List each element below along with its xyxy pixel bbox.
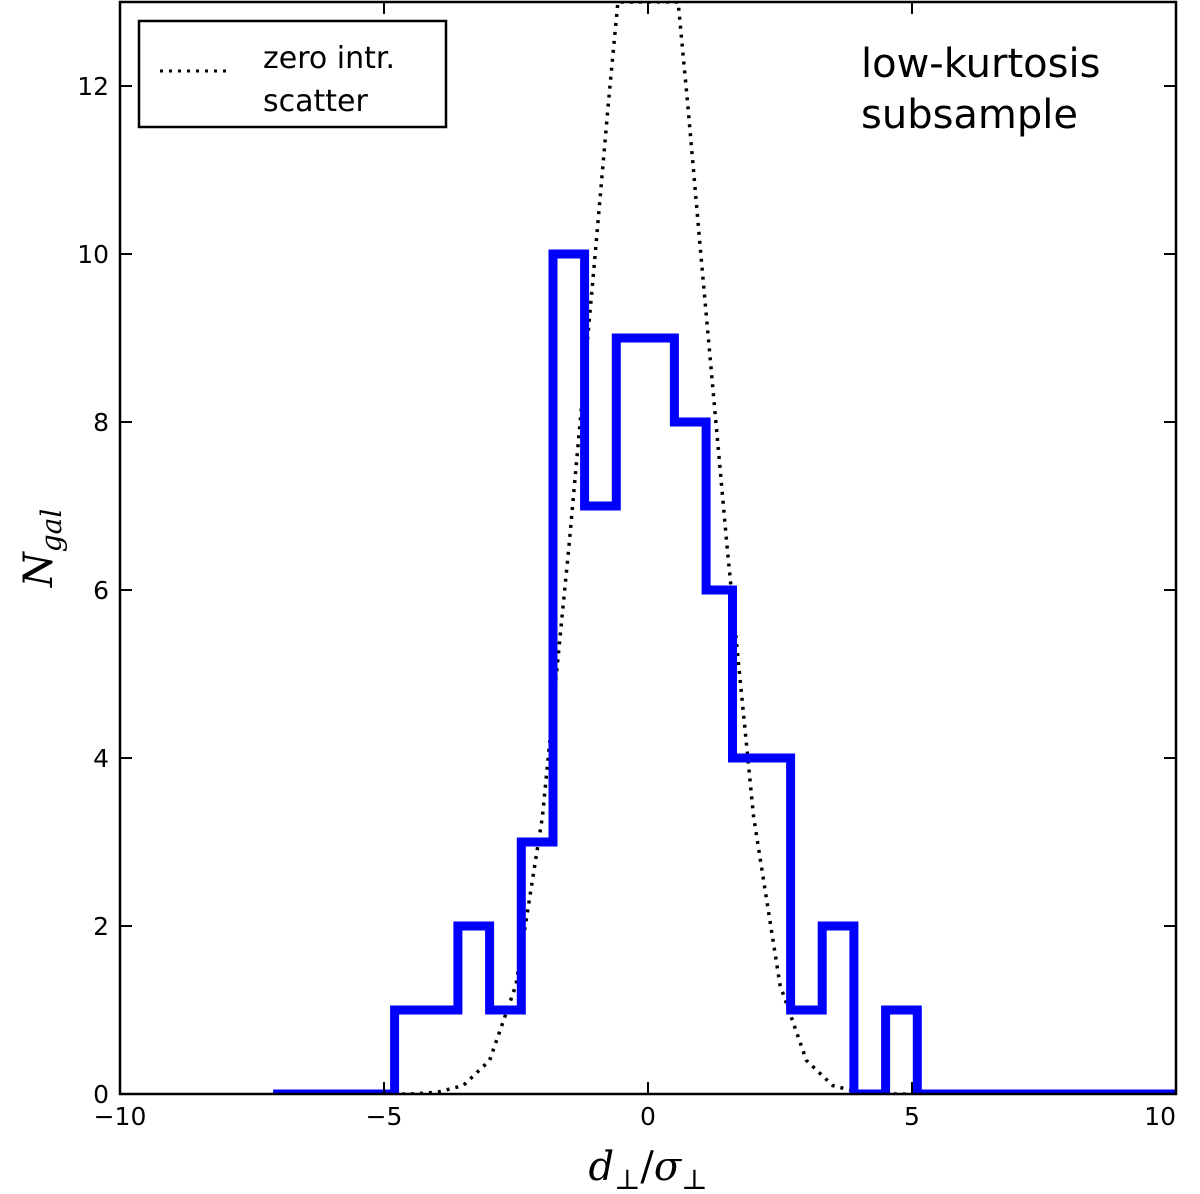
- legend-box: [137, 19, 448, 129]
- x-axis-label-slash: /: [640, 1144, 654, 1190]
- x-tick-label: −10: [94, 1102, 147, 1131]
- y-tick-label: 0: [93, 1080, 109, 1109]
- x-tick-label: −5: [366, 1102, 403, 1131]
- x-tick-label: 10: [1144, 1102, 1176, 1131]
- y-tick-label: 4: [93, 744, 109, 773]
- histogram-step-line-0: [273, 249, 1176, 1094]
- plot-frame: [118, 0, 1178, 1096]
- axes-layer: −10 −5 0 5 10 0 2 4 6 8 10 12: [77, 0, 1178, 1131]
- x-tick-label: 0: [640, 1102, 656, 1131]
- x-axis-label-d: d: [588, 1144, 614, 1190]
- legend-label-line-2: scatter: [263, 84, 368, 119]
- y-axis-label: Ngal: [16, 509, 68, 589]
- y-tick-label: 2: [93, 912, 109, 941]
- annotation-line-1: low-kurtosis: [861, 41, 1100, 87]
- legend-label-line-1: zero intr.: [263, 41, 395, 76]
- y-tick-label: 12: [77, 72, 109, 101]
- x-tick-label: 5: [904, 1102, 920, 1131]
- y-tick-label: 10: [77, 240, 109, 269]
- x-axis-label-sigma: σ: [654, 1144, 683, 1190]
- x-axis-label: d⊥/σ⊥: [588, 1144, 707, 1194]
- legend: zero intr. scatter: [137, 19, 448, 129]
- y-tick-label: 8: [93, 408, 109, 437]
- y-axis-label-gal: gal: [35, 509, 68, 553]
- y-axis-label-n: N: [16, 550, 62, 588]
- annotation-line-2: subsample: [861, 92, 1078, 138]
- y-tick-label: 6: [93, 576, 109, 605]
- x-axis-label-perp-2: ⊥: [681, 1163, 707, 1194]
- zero-scatter-curve: [384, 2, 912, 1094]
- subsample-annotation: low-kurtosis subsample: [861, 41, 1100, 138]
- plot-data-layer: [273, 2, 1176, 1094]
- x-axis-label-perp-1: ⊥: [614, 1163, 640, 1194]
